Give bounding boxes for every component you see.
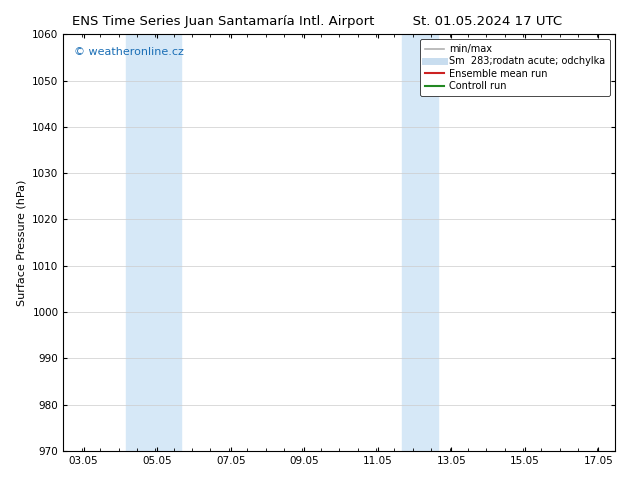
Y-axis label: Surface Pressure (hPa): Surface Pressure (hPa) (16, 179, 27, 306)
Text: © weatheronline.cz: © weatheronline.cz (74, 47, 184, 57)
Text: ENS Time Series Juan Santamaría Intl. Airport         St. 01.05.2024 17 UTC: ENS Time Series Juan Santamaría Intl. Ai… (72, 15, 562, 28)
Bar (126, 34, 181, 451)
Legend: min/max, Sm  283;rodatn acute; odchylka, Ensemble mean run, Controll run: min/max, Sm 283;rodatn acute; odchylka, … (420, 39, 610, 96)
Bar (402, 34, 439, 451)
